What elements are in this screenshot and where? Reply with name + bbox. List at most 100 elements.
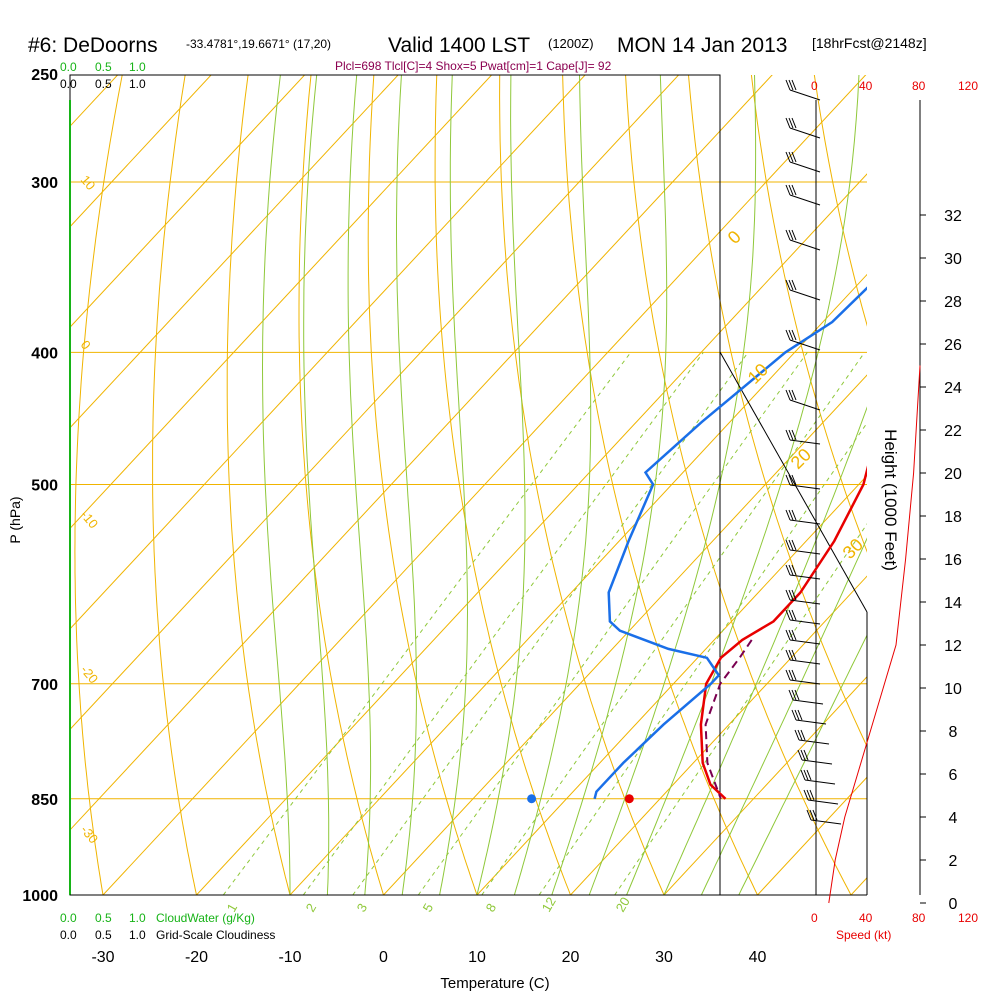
moist-adiabat-line xyxy=(588,75,757,895)
wind-barb-staff xyxy=(789,599,821,605)
dewpoint-line xyxy=(593,286,867,800)
wind-barb-feather xyxy=(788,589,794,601)
temperature-tick-label: -30 xyxy=(91,949,114,966)
isotherm-line xyxy=(70,75,773,831)
wind-barb-feather xyxy=(803,749,809,761)
forecast-info: [18hrFcst@2148z] xyxy=(812,35,927,51)
wind-barb-feather xyxy=(785,609,791,621)
pressure-tick-label: 1000 xyxy=(22,888,58,905)
cloud-top-black-0: 0.0 xyxy=(60,77,77,91)
pressure-tick-label: 300 xyxy=(31,175,58,192)
y-axis-title: P (hPa) xyxy=(7,496,23,543)
wind-barb-feather xyxy=(791,279,797,291)
dry-adiabat-line xyxy=(499,75,665,895)
pressure-tick-label: 850 xyxy=(31,792,58,809)
cloud-bottom-black-2: 1.0 xyxy=(129,928,146,942)
pressure-tick-label: 400 xyxy=(31,345,58,362)
station-title: #6: DeDoorns xyxy=(28,34,158,57)
temperature-tick-label: 0 xyxy=(379,949,388,966)
wind-barb-feather xyxy=(791,329,797,341)
wind-barb-feather xyxy=(791,629,797,641)
isotherm-line xyxy=(70,75,212,228)
cloud-bottom-black-0: 0.0 xyxy=(60,928,77,942)
wind-barb-feather xyxy=(791,589,797,601)
dry-adiabat-line xyxy=(226,75,291,895)
wind-barb-feather xyxy=(785,151,791,163)
isotherm-line xyxy=(70,75,493,530)
wind-barb-feather xyxy=(794,709,800,721)
wind-barb-feather xyxy=(785,329,791,341)
wind-barb-staff xyxy=(792,699,824,705)
speed-top-3: 120 xyxy=(958,79,978,93)
temperature-tick-label: -20 xyxy=(185,949,208,966)
isotherm-line xyxy=(102,75,867,895)
wind-barb-staff xyxy=(789,574,821,580)
wind-barb-feather xyxy=(791,509,797,521)
wind-barb-feather xyxy=(788,649,794,661)
speed-top-0: 0 xyxy=(811,79,818,93)
wind-barb-staff xyxy=(789,89,821,101)
height-tick-label: 32 xyxy=(944,208,962,225)
wind-barb-feather xyxy=(788,629,794,641)
wind-barb-feather xyxy=(791,689,797,701)
wind-barb-feather xyxy=(785,629,791,641)
mixing-ratio-line xyxy=(302,352,704,895)
wind-barb-feather xyxy=(785,539,791,551)
height-axis-title: Height (1000 Feet) xyxy=(881,429,900,571)
wind-barb-feather xyxy=(785,229,791,241)
height-tick-label: 12 xyxy=(944,638,962,655)
cloud-scale-top: 0.0 0.5 1.0 0.0 0.5 1.0 xyxy=(60,60,146,91)
wind-barb-staff xyxy=(789,519,821,525)
dry-adiabat-line xyxy=(152,75,198,895)
wind-barb-feather xyxy=(788,539,794,551)
temperature-tick-label: -10 xyxy=(278,949,301,966)
wind-barb-feather xyxy=(800,729,806,741)
dry-adiabat-line xyxy=(434,75,572,895)
wind-barb-feather xyxy=(800,749,806,761)
terrain-line xyxy=(719,351,868,613)
wind-barb-staff xyxy=(789,289,821,301)
speed-scale: 0 40 80 120 0 40 80 120 Speed (kt) xyxy=(811,79,978,942)
dry-adiabat-line xyxy=(367,75,478,895)
wind-barb-feather xyxy=(791,474,797,486)
cloudwater-label: CloudWater (g/Kg) xyxy=(156,911,255,925)
mixing-ratio-label: 12 xyxy=(539,894,559,914)
sounding-series xyxy=(527,286,867,804)
wind-barb-feather xyxy=(794,689,800,701)
wind-barb-staff xyxy=(798,739,830,745)
height-tick-label: 6 xyxy=(949,767,958,784)
wind-barb-feather xyxy=(803,769,809,781)
wind-barb-feather xyxy=(794,729,800,741)
moist-adiabat-line xyxy=(303,75,330,895)
height-tick-label: 0 xyxy=(949,896,958,913)
temperature-tick-label: 30 xyxy=(655,949,673,966)
wind-barb-feather xyxy=(791,389,797,401)
isotherm-line xyxy=(382,374,867,895)
wind-barb-feather xyxy=(785,429,791,441)
parcel-line xyxy=(704,639,753,800)
isotherm-line xyxy=(70,75,399,429)
stability-indices: Plcl=698 Tlcl[C]=4 Shox=5 Pwat[cm]=1 Cap… xyxy=(335,59,612,73)
temperature-tick-label: 40 xyxy=(749,949,767,966)
wind-barb-feather xyxy=(791,117,797,129)
wind-barb-staff xyxy=(789,439,821,445)
isotherm-line xyxy=(663,675,867,895)
cloud-top-green-1: 0.5 xyxy=(95,60,112,74)
surface-temperature-point xyxy=(624,794,634,804)
wind-barb-feather xyxy=(791,564,797,576)
wind-barb-staff xyxy=(789,194,821,206)
speed-top-1: 40 xyxy=(859,79,873,93)
isotherm-line xyxy=(70,75,586,630)
wind-barb-feather xyxy=(791,649,797,661)
wind-speed-profile xyxy=(828,365,921,904)
valid-date: MON 14 Jan 2013 xyxy=(617,34,787,57)
wind-barb-feather xyxy=(809,809,815,821)
surface-dewpoint-point xyxy=(527,794,537,804)
wind-barb-staff xyxy=(789,484,821,490)
dry-adiabat-line xyxy=(74,75,123,895)
moist-adiabat-line xyxy=(438,75,469,895)
wind-barb-feather xyxy=(785,564,791,576)
moist-adiabat-line xyxy=(700,537,867,895)
moist-adiabat-line xyxy=(513,75,592,895)
temperature-tick-label: 10 xyxy=(468,949,486,966)
